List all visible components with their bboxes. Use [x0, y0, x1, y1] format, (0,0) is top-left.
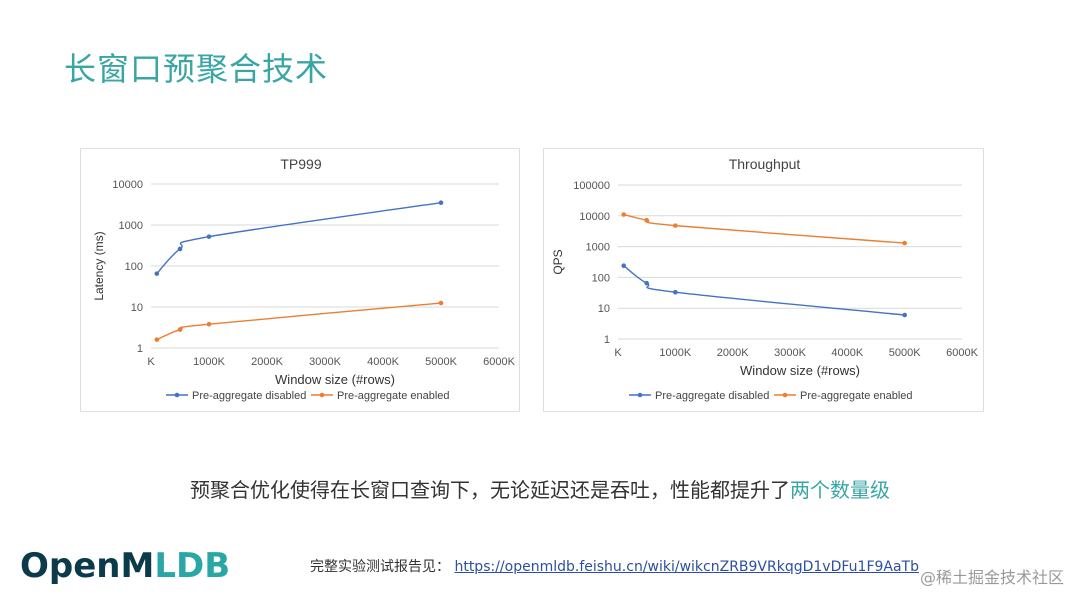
y-tick-label: 1000	[119, 220, 143, 232]
y-axis-title: Latency (ms)	[92, 231, 106, 300]
data-point	[673, 223, 678, 228]
y-tick-label: 10000	[579, 211, 610, 223]
x-tick-label: 4000K	[831, 347, 863, 359]
y-tick-label: 10	[598, 303, 610, 315]
y-tick-label: 100	[592, 272, 610, 284]
x-tick-label: K	[614, 347, 622, 359]
data-point	[621, 263, 627, 268]
data-point	[673, 289, 678, 295]
data-point	[644, 217, 649, 223]
x-tick-label: 3000K	[309, 356, 341, 368]
data-point	[438, 300, 444, 306]
y-tick-label: 10000	[112, 179, 143, 191]
summary-accent: 两个数量级	[790, 478, 890, 502]
y-tick-label: 1	[604, 334, 610, 346]
data-point	[206, 321, 212, 327]
report-line: 完整实验测试报告见： https://openmldb.feishu.cn/wi…	[310, 556, 919, 576]
data-point	[177, 246, 183, 252]
series-line	[156, 202, 442, 275]
data-point	[206, 234, 212, 239]
y-tick-label: 100	[125, 261, 143, 273]
chart-title: TP999	[280, 156, 321, 172]
x-tick-label: 3000K	[774, 347, 806, 359]
y-tick-label: 1000	[586, 242, 610, 254]
tp999-chart-panel: TP999 1 10 100 1000 10000 K 1000K 2000K 3000K 4000…	[80, 148, 520, 412]
series-line	[623, 265, 905, 316]
legend-label: Pre-aggregate enabled	[337, 390, 450, 402]
x-tick-label: K	[147, 356, 155, 368]
legend-label: Pre-aggregate disabled	[655, 390, 769, 402]
summary-main: 预聚合优化使得在长窗口查询下，无论延迟还是吞吐，性能都提升了	[190, 478, 790, 502]
data-point	[644, 280, 649, 286]
slide-title: 长窗口预聚合技术	[64, 50, 329, 88]
chart-title: Throughput	[729, 156, 801, 172]
data-point	[154, 271, 160, 276]
data-point	[902, 240, 907, 246]
data-point	[177, 327, 183, 332]
data-point	[154, 337, 160, 342]
series-line	[623, 213, 905, 244]
watermark: @稀土掘金技术社区	[919, 568, 1064, 587]
data-point	[438, 200, 444, 205]
data-point	[902, 312, 907, 318]
logo-main: OpenM	[20, 546, 155, 586]
x-tick-label: 6000K	[483, 356, 515, 368]
legend-marker	[782, 392, 788, 398]
series-line	[156, 302, 442, 341]
legend-marker	[637, 392, 643, 398]
data-point	[621, 212, 627, 217]
x-tick-label: 1000K	[659, 347, 691, 359]
x-tick-label: 2000K	[717, 347, 749, 359]
x-tick-label: 1000K	[193, 356, 225, 368]
report-label: 完整实验测试报告见：	[310, 559, 450, 575]
logo-accent: LDB	[154, 546, 231, 586]
x-axis-title: Window size (#rows)	[275, 372, 395, 387]
y-tick-label: 1	[137, 343, 143, 355]
legend-marker	[319, 392, 325, 398]
legend-label: Pre-aggregate enabled	[800, 390, 913, 402]
y-tick-label: 10	[131, 302, 143, 314]
legend-marker	[174, 392, 180, 398]
openmldb-logo: OpenMLDB	[20, 546, 230, 586]
x-tick-label: 4000K	[367, 356, 399, 368]
summary-text: 预聚合优化使得在长窗口查询下，无论延迟还是吞吐，性能都提升了两个数量级	[0, 474, 1080, 503]
throughput-chart: Throughput 1 10 100 1000 10000 100000 K 1000K 200…	[551, 156, 979, 402]
x-axis-title: Window size (#rows)	[740, 363, 860, 378]
throughput-chart-panel: Throughput 1 10 100 1000 10000 100000 K 1000K 200…	[543, 148, 984, 412]
legend-label: Pre-aggregate disabled	[192, 390, 306, 402]
x-tick-label: 5000K	[889, 347, 921, 359]
tp999-chart: TP999 1 10 100 1000 10000 K 1000K 2000K 3000K 4000…	[92, 156, 516, 402]
report-link[interactable]: https://openmldb.feishu.cn/wiki/wikcnZRB…	[454, 559, 919, 575]
x-tick-label: 2000K	[251, 356, 283, 368]
x-tick-label: 5000K	[425, 356, 457, 368]
y-axis-title: QPS	[551, 249, 565, 274]
y-tick-label: 100000	[573, 180, 610, 192]
x-tick-label: 6000K	[946, 347, 978, 359]
